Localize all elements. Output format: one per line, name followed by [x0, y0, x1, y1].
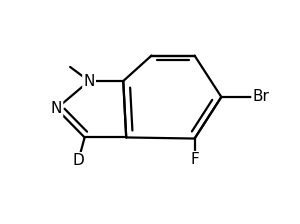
Text: N: N: [83, 73, 95, 88]
Text: D: D: [73, 153, 85, 168]
Text: N: N: [51, 101, 62, 116]
Text: Br: Br: [253, 89, 269, 104]
Text: F: F: [190, 152, 199, 167]
